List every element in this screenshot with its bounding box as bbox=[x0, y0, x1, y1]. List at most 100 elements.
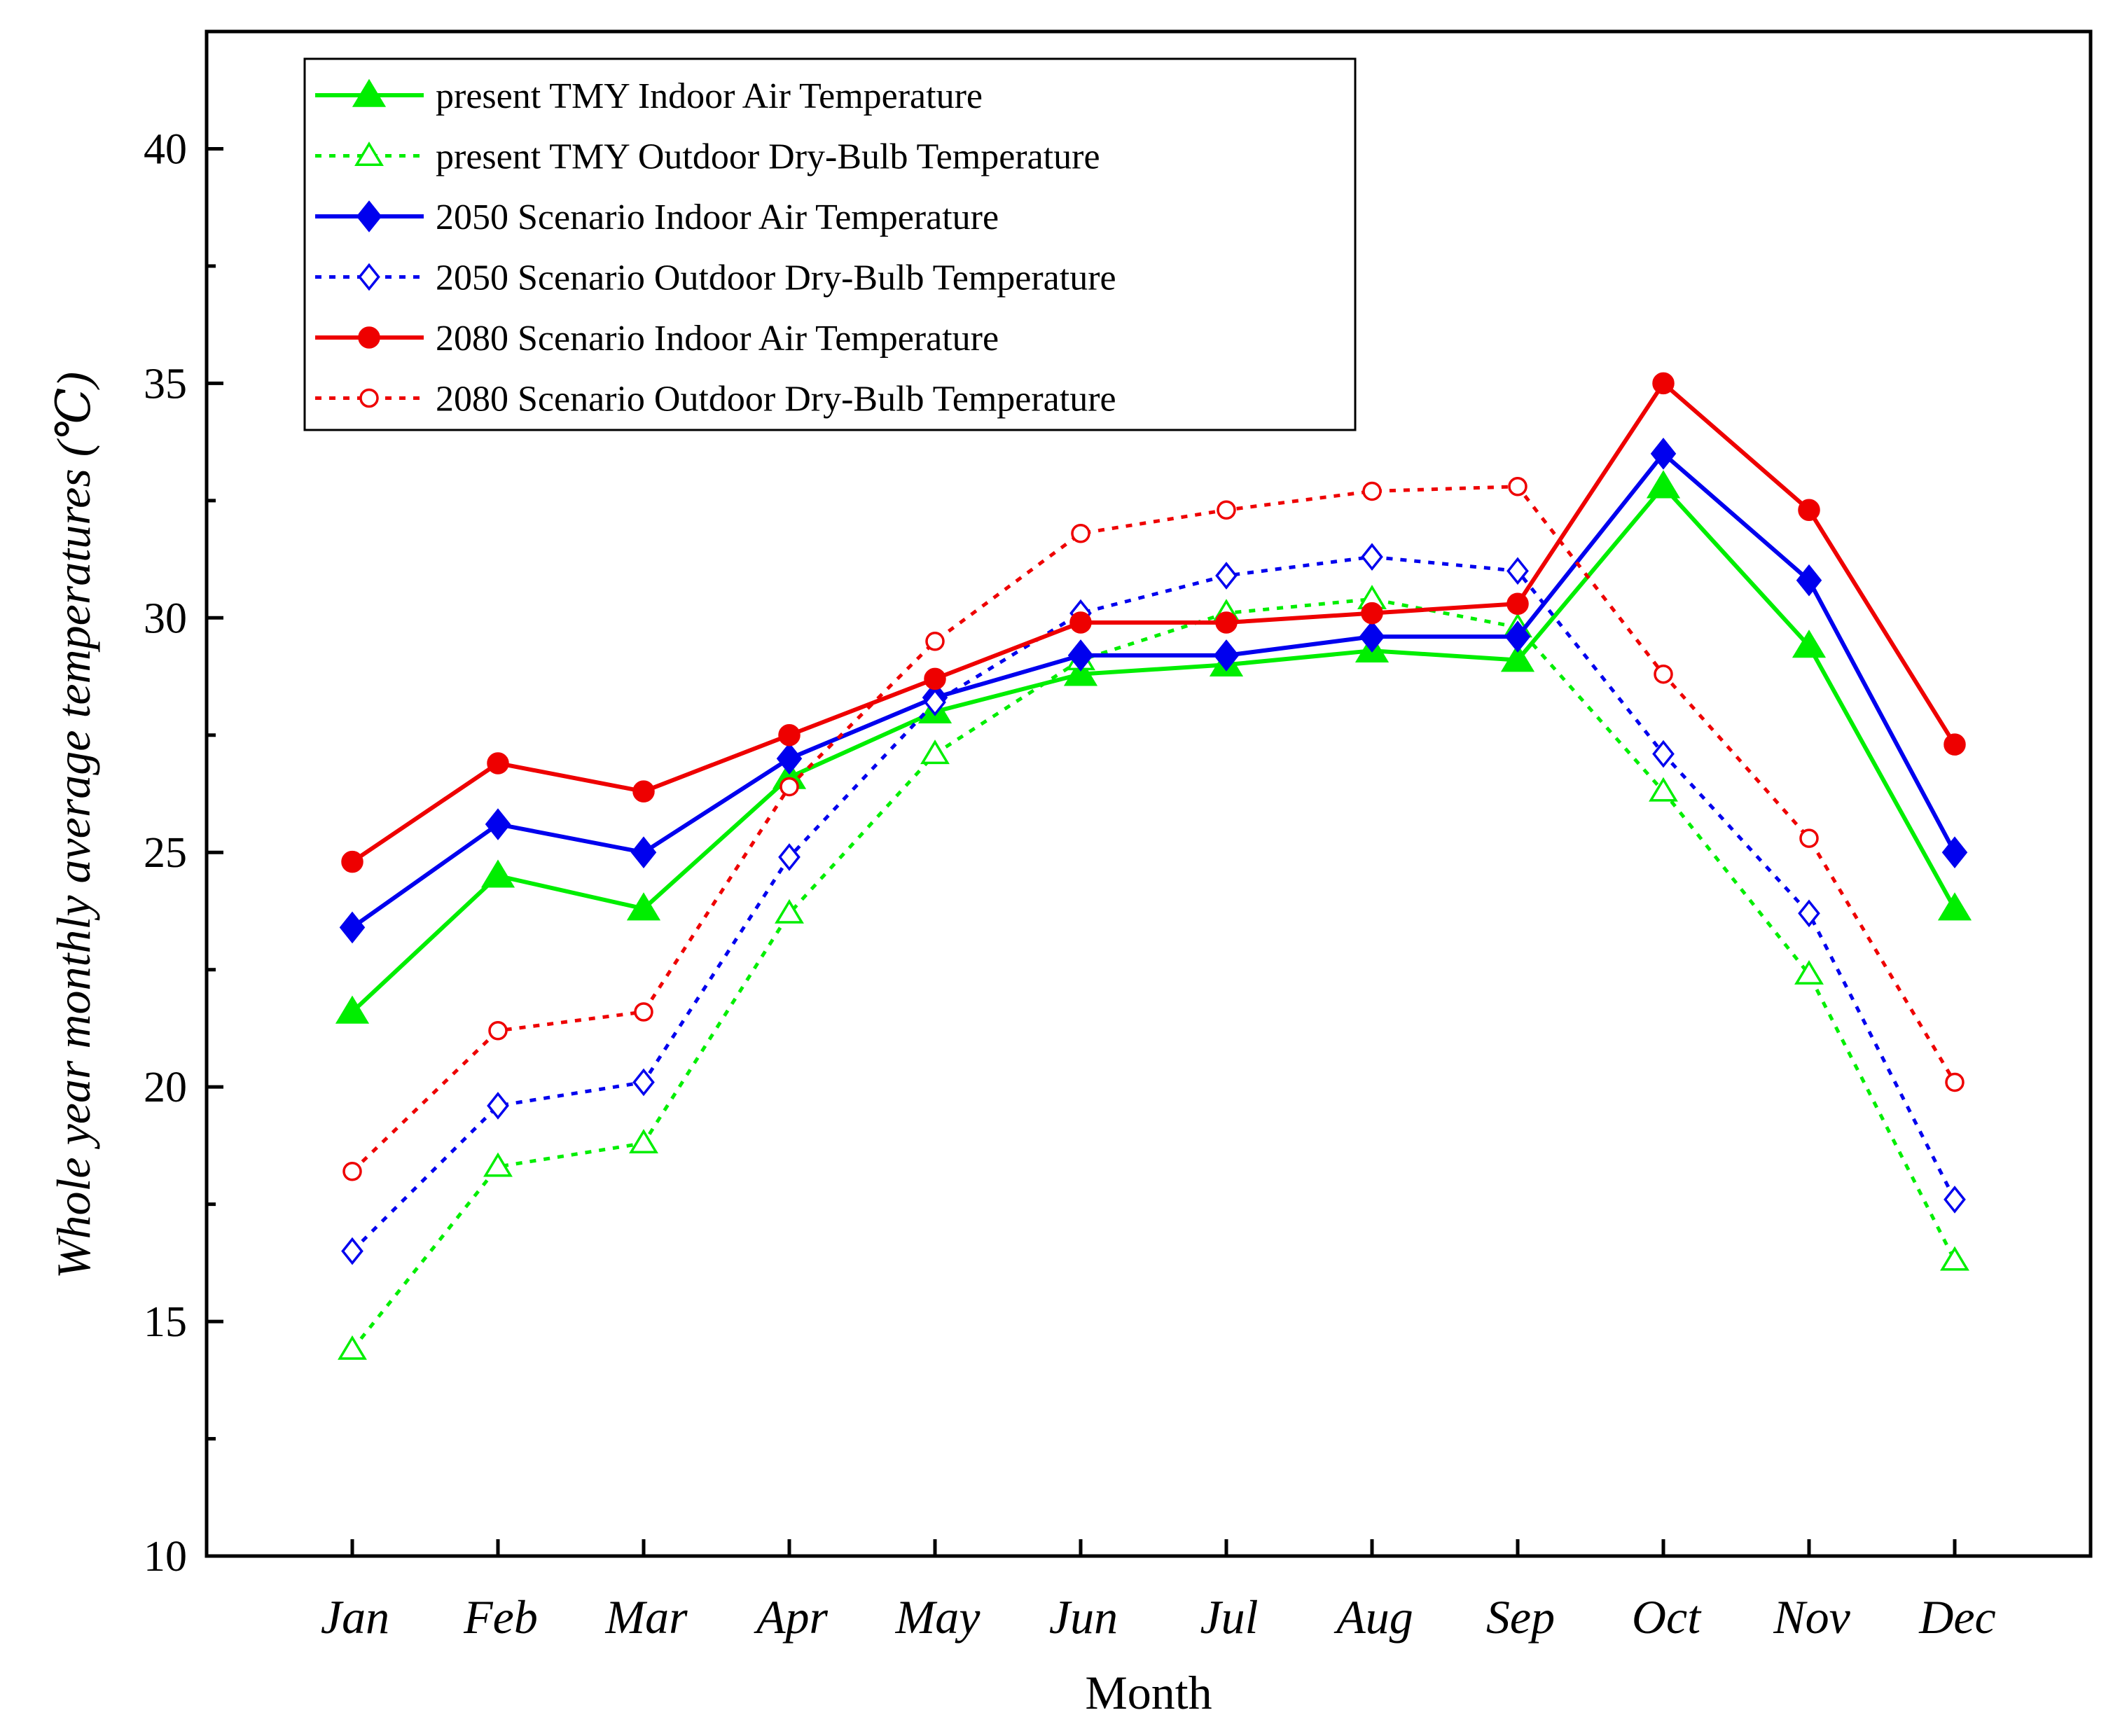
x-tick-label: Apr bbox=[754, 1590, 829, 1644]
legend-box bbox=[303, 57, 1357, 431]
data-point bbox=[924, 667, 946, 690]
series-2 bbox=[338, 585, 1969, 1360]
data-point bbox=[1508, 477, 1527, 497]
series-1 bbox=[335, 470, 1972, 1024]
data-point bbox=[480, 859, 515, 888]
data-point bbox=[1361, 602, 1383, 625]
data-point bbox=[335, 995, 370, 1024]
x-tick-label: Oct bbox=[1632, 1590, 1702, 1644]
data-point bbox=[1940, 1246, 1969, 1271]
data-point bbox=[1362, 481, 1382, 501]
y-tick-label: 40 bbox=[144, 125, 187, 173]
series-line bbox=[351, 485, 1957, 1173]
data-point bbox=[483, 1152, 513, 1177]
x-axis-title: Month bbox=[1085, 1666, 1212, 1719]
data-point bbox=[1650, 438, 1677, 470]
series-line bbox=[351, 597, 1957, 1351]
data-point bbox=[487, 1092, 509, 1120]
y-tick-label: 10 bbox=[144, 1533, 187, 1581]
x-tick-label: Nov bbox=[1773, 1590, 1850, 1644]
legend-label: 2050 Scenario Indoor Air Temperature bbox=[436, 197, 999, 237]
x-tick-label: Jun bbox=[1049, 1590, 1118, 1644]
data-point bbox=[1792, 630, 1827, 658]
data-point bbox=[1359, 620, 1385, 653]
data-point bbox=[488, 1021, 508, 1041]
data-point bbox=[778, 724, 801, 747]
y-tick-label: 25 bbox=[144, 829, 187, 877]
legend: present TMY Indoor Air Temperature presen… bbox=[303, 57, 1357, 431]
data-point bbox=[342, 1161, 362, 1181]
y-axis-title: Whole year monthly average temperatures … bbox=[47, 372, 100, 1279]
data-point bbox=[1796, 564, 1822, 597]
x-tick-label: Sep bbox=[1486, 1590, 1555, 1644]
legend-label: 2080 Scenario Outdoor Dry-Bulb Temperatu… bbox=[436, 380, 1116, 419]
data-point bbox=[485, 808, 511, 840]
data-point bbox=[1798, 899, 1820, 928]
legend-marker bbox=[354, 141, 384, 166]
x-tick-label: Mar bbox=[604, 1590, 688, 1644]
series-line bbox=[351, 555, 1957, 1253]
series-6 bbox=[342, 477, 1965, 1181]
legend-marker bbox=[358, 326, 380, 349]
y-tick-label: 15 bbox=[144, 1298, 187, 1346]
data-point bbox=[1794, 959, 1824, 985]
legend-label: present TMY Outdoor Dry-Bulb Temperature bbox=[436, 137, 1100, 177]
legend-label: 2080 Scenario Indoor Air Temperature bbox=[436, 319, 999, 359]
legend-label: 2050 Scenario Outdoor Dry-Bulb Temperatu… bbox=[436, 258, 1116, 298]
y-tick-label: 30 bbox=[144, 595, 187, 642]
data-point bbox=[924, 688, 946, 716]
data-point bbox=[634, 1002, 653, 1022]
legend-marker bbox=[356, 200, 382, 232]
data-point bbox=[1506, 557, 1529, 585]
y-tick-label: 35 bbox=[144, 360, 187, 408]
data-point bbox=[780, 777, 799, 797]
plot-frame bbox=[205, 29, 2093, 1558]
data-point bbox=[1649, 777, 1678, 802]
data-point bbox=[1646, 470, 1681, 499]
data-point bbox=[626, 892, 661, 921]
series-line bbox=[351, 451, 1957, 929]
series-4 bbox=[341, 543, 1966, 1265]
data-point bbox=[1215, 611, 1238, 634]
data-point bbox=[629, 1129, 658, 1154]
data-point bbox=[487, 752, 509, 775]
data-point bbox=[1944, 733, 1966, 756]
data-point bbox=[1652, 372, 1675, 395]
data-point bbox=[341, 850, 363, 873]
data-point bbox=[1071, 523, 1090, 543]
data-point bbox=[339, 911, 366, 944]
x-tick-label: Feb bbox=[463, 1590, 538, 1644]
data-point bbox=[778, 843, 801, 871]
data-point bbox=[925, 632, 945, 651]
legend-label: present TMY Indoor Air Temperature bbox=[436, 76, 983, 116]
x-tick-label: May bbox=[895, 1590, 981, 1644]
data-point bbox=[1799, 828, 1819, 848]
x-tick-label: Jul bbox=[1200, 1590, 1258, 1644]
data-point bbox=[632, 780, 655, 803]
legend-marker bbox=[358, 263, 380, 291]
data-point bbox=[1213, 639, 1240, 672]
y-axis: 10 15 20 25 30 35 40 bbox=[144, 125, 223, 1581]
series-3 bbox=[339, 438, 1968, 944]
data-point bbox=[1361, 543, 1383, 571]
x-tick-label: Dec bbox=[1918, 1590, 1995, 1644]
y-tick-label: 20 bbox=[144, 1064, 187, 1111]
data-point bbox=[1506, 592, 1529, 615]
data-point bbox=[1215, 562, 1238, 590]
data-point bbox=[1937, 892, 1972, 921]
data-point bbox=[630, 836, 657, 869]
series-5 bbox=[341, 372, 1966, 873]
data-point bbox=[1217, 500, 1236, 520]
x-tick-label: Aug bbox=[1333, 1590, 1413, 1644]
data-point bbox=[632, 1068, 655, 1097]
data-point bbox=[1500, 644, 1535, 672]
data-point bbox=[1944, 1186, 1966, 1214]
data-point bbox=[1504, 620, 1531, 653]
data-point bbox=[776, 742, 803, 775]
data-point bbox=[1063, 658, 1098, 686]
data-point bbox=[920, 739, 950, 765]
x-tick-label: Jan bbox=[321, 1590, 389, 1644]
series-line bbox=[351, 381, 1957, 864]
data-point bbox=[1941, 836, 1968, 869]
